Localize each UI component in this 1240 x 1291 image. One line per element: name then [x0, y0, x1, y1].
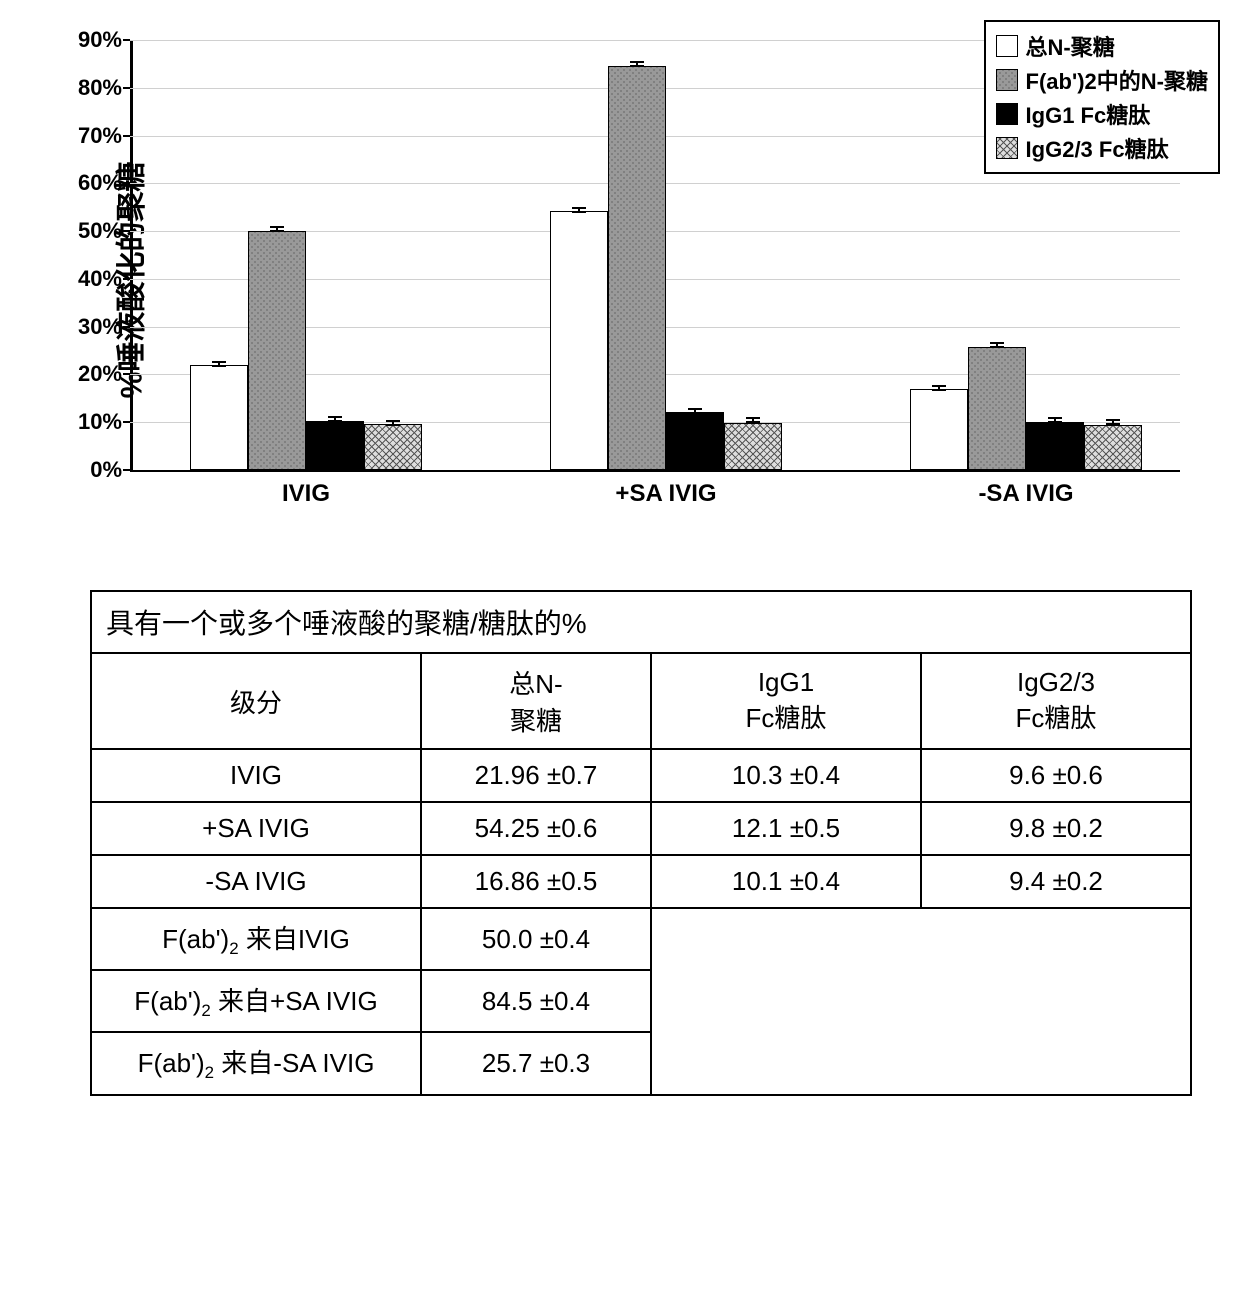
ytick-label: 70% — [78, 123, 122, 149]
legend-label: IgG2/3 Fc糖肽 — [1026, 132, 1169, 164]
bar — [306, 421, 364, 470]
legend-item: F(ab')2中的N-聚糖 — [996, 64, 1208, 96]
swatch-icon — [996, 69, 1018, 91]
x-category-label: IVIG — [282, 480, 330, 508]
ytick-mark — [123, 469, 130, 471]
bar — [550, 211, 608, 470]
bar — [724, 423, 782, 470]
ytick-label: 30% — [78, 314, 122, 340]
table-cell: 10.1 ±0.4 — [651, 855, 921, 908]
legend-item: IgG1 Fc糖肽 — [996, 98, 1208, 130]
ytick-mark — [123, 278, 130, 280]
ytick-label: 0% — [90, 457, 122, 483]
table-title: 具有一个或多个唾液酸的聚糖/糖肽的% — [91, 591, 1191, 653]
x-category-label: +SA IVIG — [615, 480, 716, 508]
table-cell: 50.0 ±0.4 — [421, 908, 651, 970]
error-bar — [578, 207, 580, 213]
error-bar — [1112, 419, 1114, 425]
ytick-mark — [123, 135, 130, 137]
table-cell: 9.6 ±0.6 — [921, 749, 1191, 802]
bar — [248, 231, 306, 470]
table-cell: 84.5 ±0.4 — [421, 970, 651, 1032]
bar — [1084, 425, 1142, 470]
error-bar — [996, 342, 998, 348]
table-cell: 21.96 ±0.7 — [421, 749, 651, 802]
legend-label: IgG1 Fc糖肽 — [1026, 98, 1151, 130]
table-cell: 16.86 ±0.5 — [421, 855, 651, 908]
bar — [608, 66, 666, 470]
bar-group: -SA IVIG — [910, 347, 1142, 470]
table-cell: 9.4 ±0.2 — [921, 855, 1191, 908]
table-row: +SA IVIG54.25 ±0.612.1 ±0.59.8 ±0.2 — [91, 802, 1191, 855]
table-cell: 25.7 ±0.3 — [421, 1032, 651, 1094]
ytick-mark — [123, 87, 130, 89]
error-bar — [752, 417, 754, 423]
bar — [910, 389, 968, 470]
x-category-label: -SA IVIG — [978, 480, 1073, 508]
table-header: 总N-聚糖 — [421, 653, 651, 749]
table-cell: 9.8 ±0.2 — [921, 802, 1191, 855]
error-bar — [694, 408, 696, 414]
table-header: IgG1Fc糖肽 — [651, 653, 921, 749]
bar-group: +SA IVIG — [550, 66, 782, 470]
row-label: IVIG — [91, 749, 421, 802]
bar — [1026, 422, 1084, 470]
legend-item: 总N-聚糖 — [996, 30, 1208, 62]
bar — [190, 365, 248, 470]
error-bar — [334, 416, 336, 422]
legend-item: IgG2/3 Fc糖肽 — [996, 132, 1208, 164]
error-bar — [392, 420, 394, 426]
ytick-label: 90% — [78, 27, 122, 53]
swatch-icon — [996, 103, 1018, 125]
error-bar — [276, 226, 278, 232]
row-label: +SA IVIG — [91, 802, 421, 855]
bar — [364, 424, 422, 470]
ytick-label: 10% — [78, 409, 122, 435]
bar-group: IVIG — [190, 231, 422, 470]
table-cell: 12.1 ±0.5 — [651, 802, 921, 855]
legend: 总N-聚糖 F(ab')2中的N-聚糖 IgG1 Fc糖肽 IgG2/3 Fc糖… — [984, 20, 1220, 174]
ytick-mark — [123, 421, 130, 423]
legend-label: F(ab')2中的N-聚糖 — [1026, 64, 1208, 96]
error-bar — [636, 61, 638, 67]
table-row: -SA IVIG16.86 ±0.510.1 ±0.49.4 ±0.2 — [91, 855, 1191, 908]
ytick-label: 40% — [78, 266, 122, 292]
table-row: IVIG21.96 ±0.710.3 ±0.49.6 ±0.6 — [91, 749, 1191, 802]
chart-figure: %唾液酸化的聚糖 总N-聚糖 F(ab')2中的N-聚糖 IgG1 Fc糖肽 I… — [20, 20, 1220, 540]
ytick-mark — [123, 39, 130, 41]
legend-label: 总N-聚糖 — [1026, 30, 1115, 62]
error-bar — [1054, 417, 1056, 423]
ytick-mark — [123, 326, 130, 328]
bar — [968, 347, 1026, 470]
ytick-mark — [123, 230, 130, 232]
row-label: F(ab')2 来自IVIG — [91, 908, 421, 970]
swatch-icon — [996, 137, 1018, 159]
table-empty-span — [651, 908, 1191, 1095]
row-label: F(ab')2 来自+SA IVIG — [91, 970, 421, 1032]
row-label: -SA IVIG — [91, 855, 421, 908]
table-cell: 10.3 ±0.4 — [651, 749, 921, 802]
data-table: 具有一个或多个唾液酸的聚糖/糖肽的%级分总N-聚糖IgG1Fc糖肽IgG2/3F… — [90, 590, 1192, 1096]
ytick-mark — [123, 373, 130, 375]
ytick-label: 80% — [78, 75, 122, 101]
ytick-label: 50% — [78, 218, 122, 244]
row-label: F(ab')2 来自-SA IVIG — [91, 1032, 421, 1094]
table-cell: 54.25 ±0.6 — [421, 802, 651, 855]
ytick-mark — [123, 182, 130, 184]
error-bar — [938, 385, 940, 391]
table-header: IgG2/3Fc糖肽 — [921, 653, 1191, 749]
ytick-label: 20% — [78, 361, 122, 387]
bar — [666, 412, 724, 470]
error-bar — [218, 361, 220, 368]
table-row: F(ab')2 来自IVIG50.0 ±0.4 — [91, 908, 1191, 970]
table-header: 级分 — [91, 653, 421, 749]
swatch-icon — [996, 35, 1018, 57]
ytick-label: 60% — [78, 170, 122, 196]
